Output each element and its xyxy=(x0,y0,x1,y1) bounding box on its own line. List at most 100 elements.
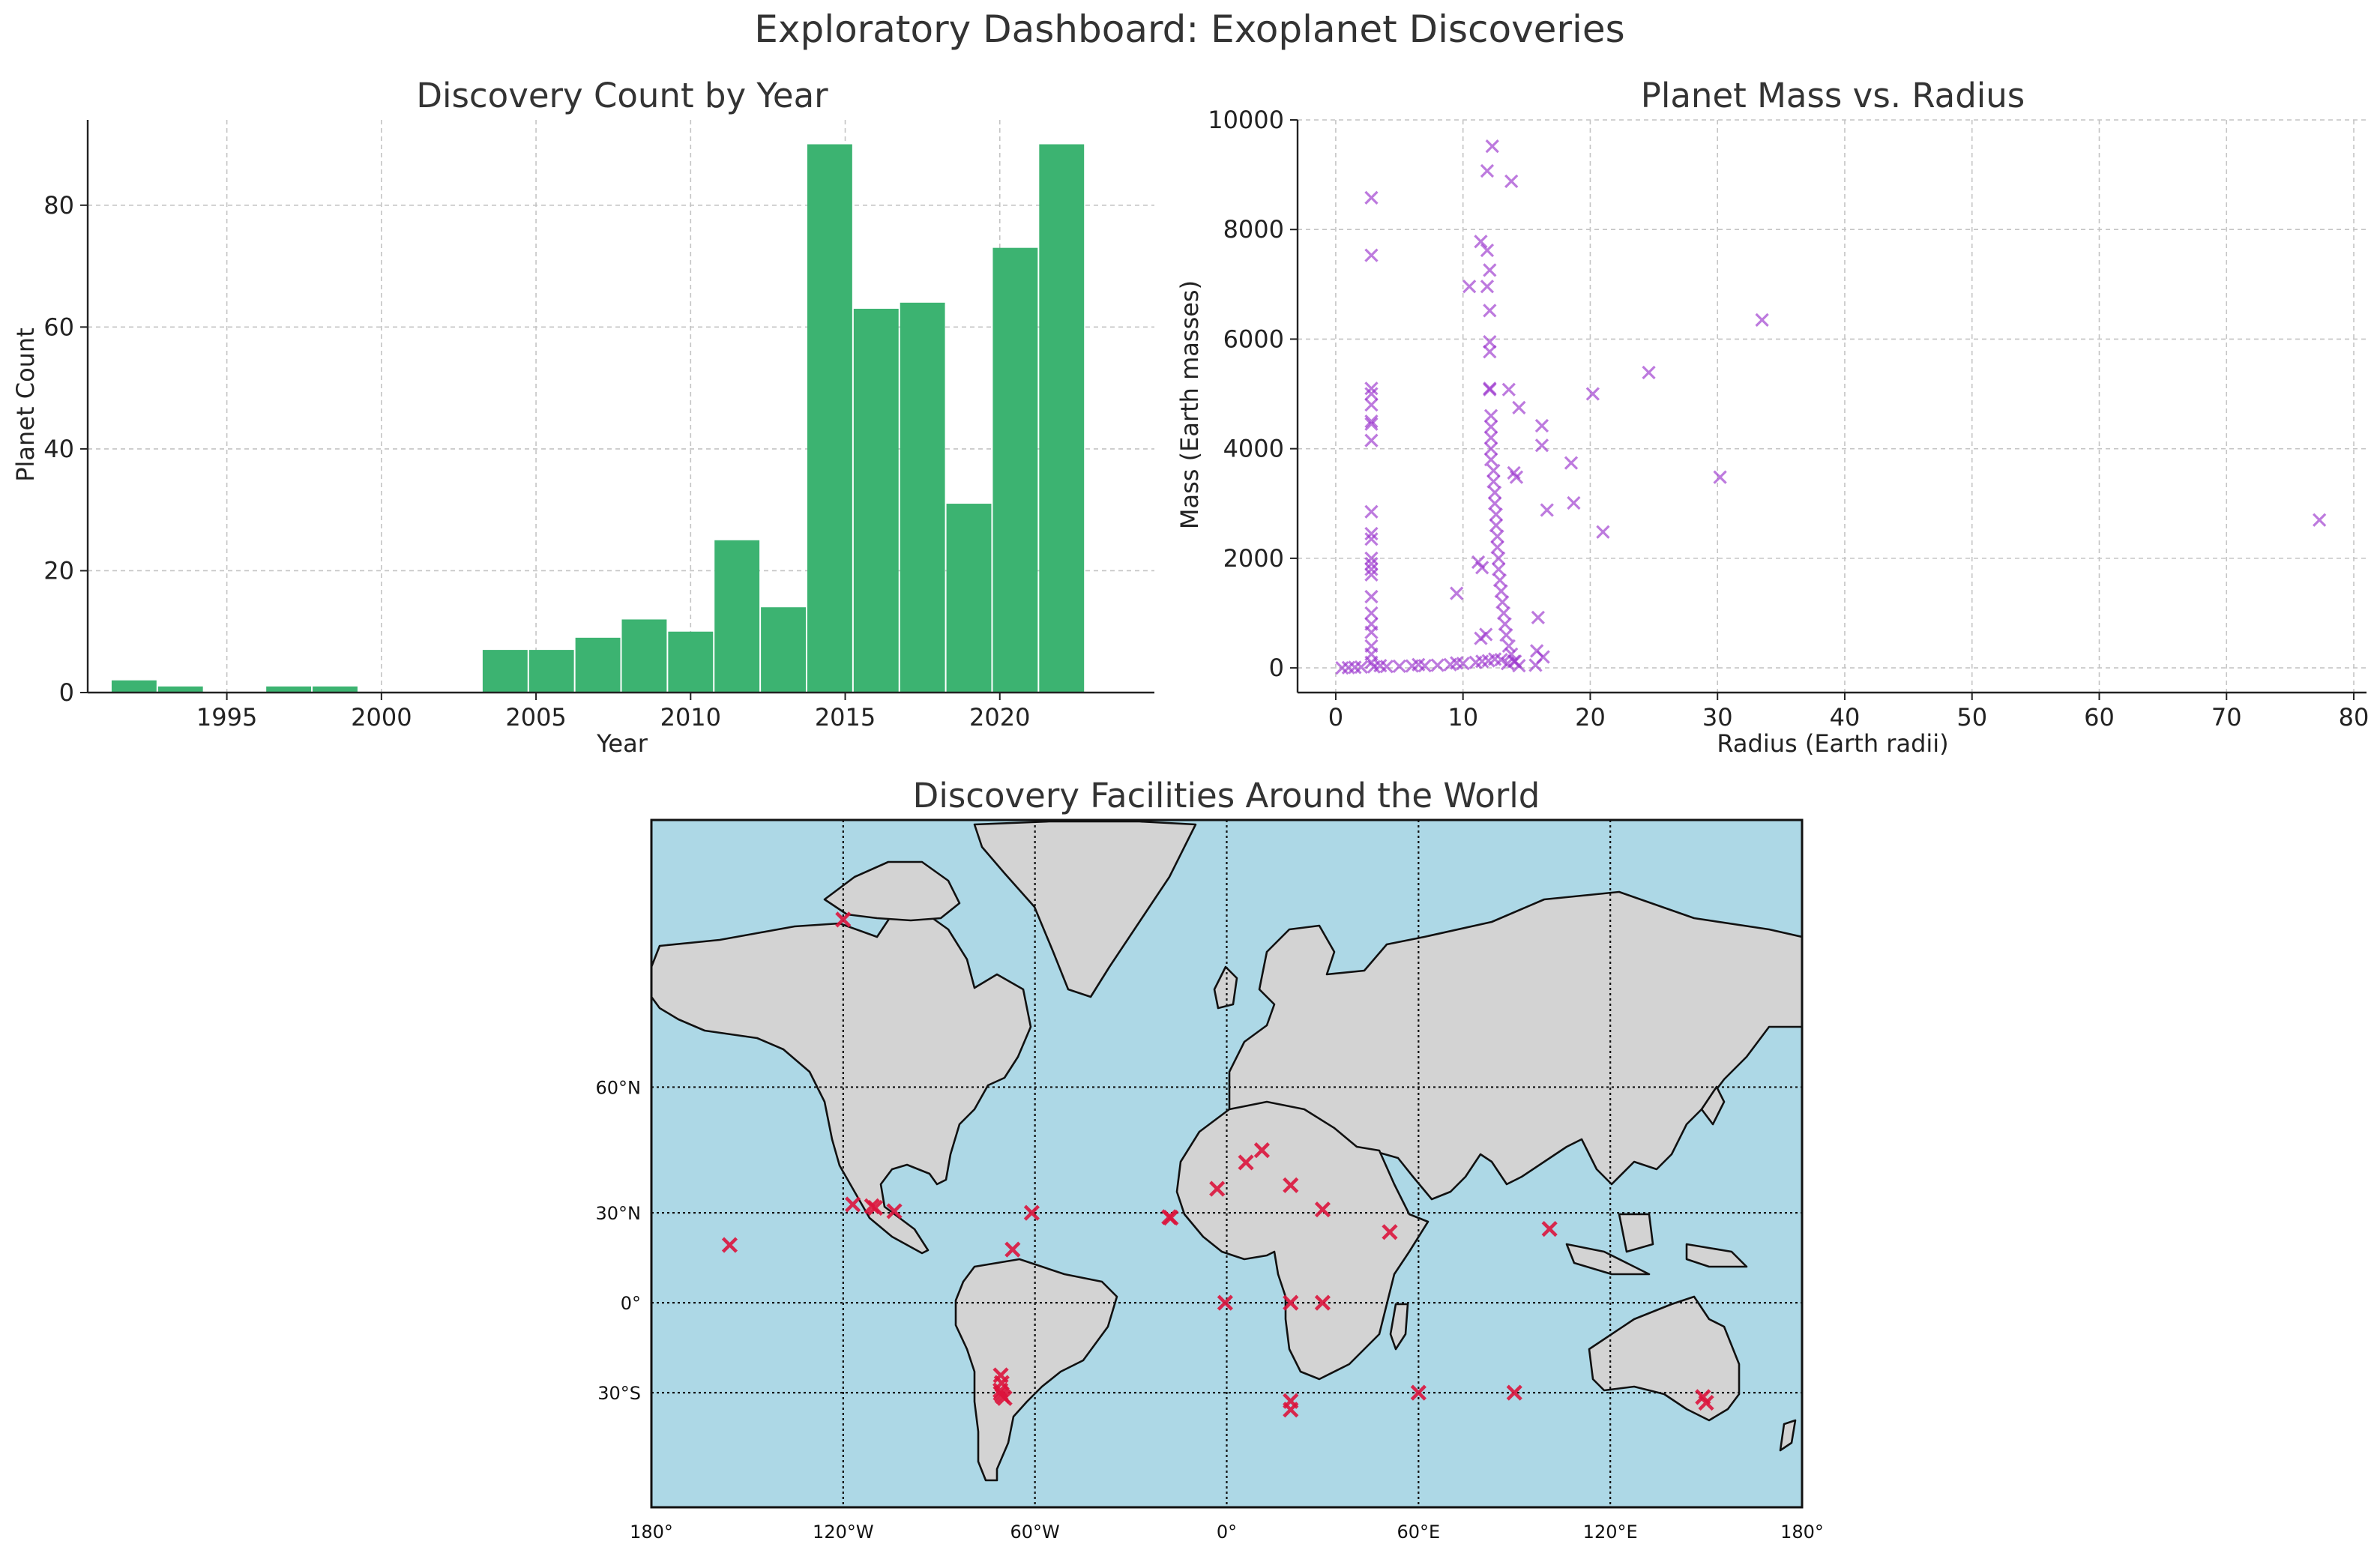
scatter-point xyxy=(1496,606,1511,621)
scatter-point xyxy=(1483,441,1498,456)
scatter-point xyxy=(1483,430,1498,445)
map-latitude-label: 30°N xyxy=(596,1203,642,1224)
scatter-point xyxy=(1490,529,1504,543)
scatter-point xyxy=(1392,659,1406,674)
scatter-x-tick-label: 20 xyxy=(1575,703,1606,732)
histogram-bar xyxy=(111,680,157,693)
facility-marker xyxy=(845,1196,861,1213)
land-greenland xyxy=(973,820,1197,998)
facility-markers xyxy=(721,911,1714,1418)
scatter-point xyxy=(1364,557,1379,571)
histogram-bar xyxy=(946,504,992,693)
facility-marker xyxy=(1253,1142,1270,1159)
scatter-points xyxy=(1335,139,2327,675)
scatter-point xyxy=(1364,551,1379,566)
scatter-point xyxy=(1364,532,1379,546)
land-japan xyxy=(1700,1085,1726,1126)
map-title: Discovery Facilities Around the World xyxy=(913,776,1540,815)
scatter-point xyxy=(1364,567,1379,582)
scatter-point xyxy=(1479,627,1493,642)
map-longitude-label: 60°E xyxy=(1397,1522,1440,1543)
scatter-point xyxy=(1486,463,1501,478)
scatter-point xyxy=(1596,525,1610,539)
histogram-y-tick-label: 80 xyxy=(43,191,74,220)
histogram-x-tick-label: 1995 xyxy=(196,703,257,732)
facility-marker xyxy=(1283,1294,1299,1311)
histogram-bar xyxy=(900,302,945,693)
histogram-bar xyxy=(1039,144,1085,693)
scatter-point xyxy=(1364,625,1379,639)
facility-marker xyxy=(1314,1201,1331,1218)
scatter-point xyxy=(1494,584,1508,598)
scatter-point xyxy=(1475,654,1489,669)
scatter-x-tick-label: 0 xyxy=(1328,703,1343,732)
facility-marker xyxy=(867,1199,884,1216)
histogram-bar xyxy=(157,686,203,693)
scatter-point xyxy=(1483,304,1497,318)
map-longitude-label: 120°E xyxy=(1583,1522,1638,1543)
land-canadian-islands xyxy=(823,860,961,922)
histogram-bars xyxy=(111,144,1085,693)
histogram-bar xyxy=(575,637,621,693)
land-new-zealand xyxy=(1779,1419,1797,1452)
land-africa xyxy=(1175,1100,1429,1381)
map-latitude-label: 30°S xyxy=(597,1383,641,1404)
scatter-point xyxy=(1364,382,1379,396)
histogram-bar xyxy=(313,686,358,693)
scatter-grid xyxy=(1298,119,2367,693)
scatter-point xyxy=(1492,562,1506,576)
facility-marker xyxy=(1238,1154,1254,1171)
dashboard-title: Exploratory Dashboard: Exoplanet Discove… xyxy=(754,7,1624,51)
scatter-point xyxy=(1713,470,1727,484)
scatter-point xyxy=(1364,504,1379,519)
scatter-point xyxy=(1501,382,1516,396)
map-longitude-label: 0° xyxy=(1217,1522,1237,1543)
facility-marker xyxy=(1410,1384,1427,1401)
histogram-bar xyxy=(482,650,528,693)
land-madagascar xyxy=(1389,1303,1409,1351)
scatter-point xyxy=(1475,561,1489,575)
scatter-point xyxy=(1483,334,1497,349)
scatter-point xyxy=(1512,400,1526,414)
scatter-x-tick-label: 50 xyxy=(1956,703,1987,732)
map-latitude-label: 0° xyxy=(621,1293,641,1314)
histogram-x-tick-label: 2005 xyxy=(505,703,566,732)
histogram-panel: 1995 2000 2005 2010 2015 2020 0 20 40 60 80 Discov… xyxy=(11,76,1154,758)
scatter-y-tick-label: 4000 xyxy=(1223,435,1284,463)
histogram-bar xyxy=(621,619,667,693)
histogram-x-tick-label: 2015 xyxy=(815,703,876,732)
facility-marker xyxy=(721,1237,738,1253)
scatter-point xyxy=(1642,365,1656,380)
histogram-bar xyxy=(807,144,852,693)
histogram-bar xyxy=(714,540,760,693)
scatter-point xyxy=(1501,639,1516,653)
scatter-point xyxy=(1483,408,1498,423)
scatter-point xyxy=(1412,657,1426,672)
scatter-point xyxy=(1364,433,1379,447)
scatter-point xyxy=(1509,470,1524,484)
facility-marker xyxy=(1698,1394,1714,1411)
scatter-point xyxy=(2313,513,2327,527)
scatter-point xyxy=(1483,345,1497,359)
scatter-point xyxy=(1483,453,1498,467)
scatter-point xyxy=(1341,660,1356,675)
map-panel: Discovery Facilities Around the World xyxy=(596,776,1824,1543)
histogram-bar xyxy=(853,308,899,693)
histogram-title: Discovery Count by Year xyxy=(416,76,828,115)
scatter-point xyxy=(1534,438,1549,453)
land-south-america xyxy=(954,1258,1118,1482)
scatter-point xyxy=(1364,417,1379,431)
scatter-y-tick-label: 0 xyxy=(1269,654,1284,682)
scatter-point xyxy=(1528,658,1543,672)
facility-marker xyxy=(1506,1384,1522,1401)
scatter-point xyxy=(1364,387,1379,401)
scatter-point xyxy=(1534,418,1549,433)
scatter-point xyxy=(1531,610,1545,624)
facility-marker xyxy=(886,1203,903,1219)
histogram-x-tick-label: 2010 xyxy=(660,703,721,732)
scatter-point xyxy=(1500,657,1515,671)
scatter-y-tick-label: 6000 xyxy=(1223,325,1284,353)
scatter-axes: 0 10 20 30 40 50 60 70 80 0 2000 4000 6000 8000 10000 xyxy=(1208,106,2369,732)
scatter-point xyxy=(1498,617,1512,631)
